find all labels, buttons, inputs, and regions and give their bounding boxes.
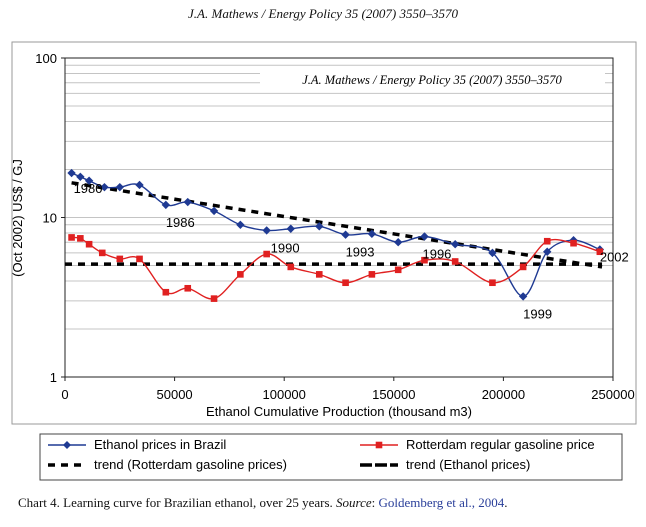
year-label-1990: 1990 — [271, 240, 300, 255]
data-point-gasoline — [263, 250, 270, 258]
x-tick-label: 100000 — [263, 387, 306, 402]
x-tick-label: 250000 — [591, 387, 634, 402]
data-point-gasoline — [77, 235, 84, 242]
data-point-ethanol — [543, 247, 552, 256]
x-tick-label: 150000 — [372, 387, 415, 402]
data-point-ethanol — [135, 180, 144, 190]
legend: Ethanol prices in Brazil Rotterdam regula… — [39, 433, 623, 481]
y-tick-label: 10 — [43, 211, 57, 226]
year-label-1986: 1986 — [166, 215, 195, 230]
data-point-ethanol — [84, 176, 94, 185]
data-point-gasoline — [136, 255, 143, 263]
data-point-gasoline — [394, 266, 402, 274]
data-point-gasoline — [210, 295, 218, 302]
data-point-gasoline — [287, 263, 295, 271]
caption-reference-link[interactable]: Goldemberg et al., 2004 — [378, 495, 505, 510]
data-point-gasoline — [596, 248, 604, 256]
data-point-gasoline — [342, 279, 349, 287]
legend-label-3: trend (Ethanol prices) — [406, 457, 530, 472]
data-point-ethanol — [341, 230, 350, 239]
legend-label-1: Rotterdam regular gasoline price — [406, 437, 595, 452]
data-point-ethanol — [393, 238, 403, 247]
x-tick-label: 0 — [61, 387, 68, 402]
legend-marker-square — [375, 441, 383, 449]
year-label-1996: 1996 — [422, 247, 451, 262]
x-axis-title: Ethanol Cumulative Production (thousand … — [206, 404, 472, 419]
data-point-ethanol — [161, 200, 171, 210]
legend-label-0: Ethanol prices in Brazil — [94, 437, 226, 452]
y-axis-title: (Oct 2002) US$ / GJ — [10, 159, 25, 277]
data-point-gasoline — [489, 279, 496, 287]
data-point-ethanol — [67, 168, 76, 178]
data-point-ethanol — [450, 240, 460, 249]
data-point-gasoline — [315, 271, 323, 278]
data-point-gasoline — [162, 288, 170, 296]
data-point-gasoline — [451, 258, 459, 265]
running-header: J.A. Mathews / Energy Policy 35 (2007) 3… — [188, 6, 458, 21]
trend-line-3 — [71, 181, 603, 269]
data-point-ethanol — [262, 226, 271, 235]
axis-ticks: 1 10 100 0 50000 100000 150000 200000 250000 — [35, 51, 634, 402]
figure-caption: Chart 4. Learning curve for Brazilian et… — [18, 495, 508, 511]
data-point-gasoline — [68, 234, 75, 241]
y-tick-label: 100 — [35, 51, 57, 66]
legend-marker-diamond — [63, 441, 71, 449]
year-label-1999: 1999 — [523, 306, 552, 321]
data-point-ethanol — [115, 182, 124, 192]
data-point-ethanol — [420, 232, 429, 241]
data-point-ethanol — [286, 224, 295, 233]
caption-end: . — [504, 495, 508, 510]
year-label-1980: 1980 — [74, 181, 103, 196]
inset-label-box — [260, 67, 605, 92]
y-tick-label: 1 — [50, 370, 57, 385]
data-point-ethanol — [183, 197, 192, 207]
data-point-gasoline — [368, 271, 376, 278]
legend-items: Ethanol prices in Brazil Rotterdam regula… — [48, 437, 595, 472]
caption-colon: : — [371, 495, 379, 510]
legend-box — [39, 433, 623, 481]
data-point-ethanol — [488, 248, 497, 258]
data-point-ethanol — [209, 206, 219, 216]
data-point-ethanol — [518, 292, 528, 301]
data-point-gasoline — [98, 249, 106, 257]
x-tick-label: 200000 — [482, 387, 525, 402]
series-layer — [65, 168, 605, 302]
year-label-2002: 2002 — [600, 250, 629, 265]
data-point-gasoline — [237, 271, 244, 278]
data-point-gasoline — [519, 263, 527, 271]
data-point-gasoline — [421, 256, 428, 264]
caption-source-label: Source — [336, 495, 372, 510]
data-point-gasoline — [116, 255, 124, 263]
year-label-1993: 1993 — [346, 245, 375, 260]
data-point-ethanol — [76, 172, 85, 181]
inset-label: J.A. Mathews / Energy Policy 35 (2007) 3… — [302, 73, 562, 87]
data-point-gasoline — [543, 237, 551, 245]
legend-label-2: trend (Rotterdam gasoline prices) — [94, 457, 287, 472]
data-point-ethanol — [236, 220, 245, 229]
data-point-ethanol — [315, 222, 324, 231]
annotations-layer: 1980 1986 1990 1993 1996 1999 2002 — [74, 181, 629, 321]
data-point-ethanol — [100, 182, 109, 192]
data-point-gasoline — [85, 240, 93, 248]
data-point-ethanol — [367, 229, 377, 239]
caption-lead: Chart 4. Learning curve for Brazilian et… — [18, 495, 337, 510]
x-tick-label: 50000 — [157, 387, 193, 402]
data-point-gasoline — [184, 284, 192, 292]
data-point-gasoline — [570, 239, 577, 247]
